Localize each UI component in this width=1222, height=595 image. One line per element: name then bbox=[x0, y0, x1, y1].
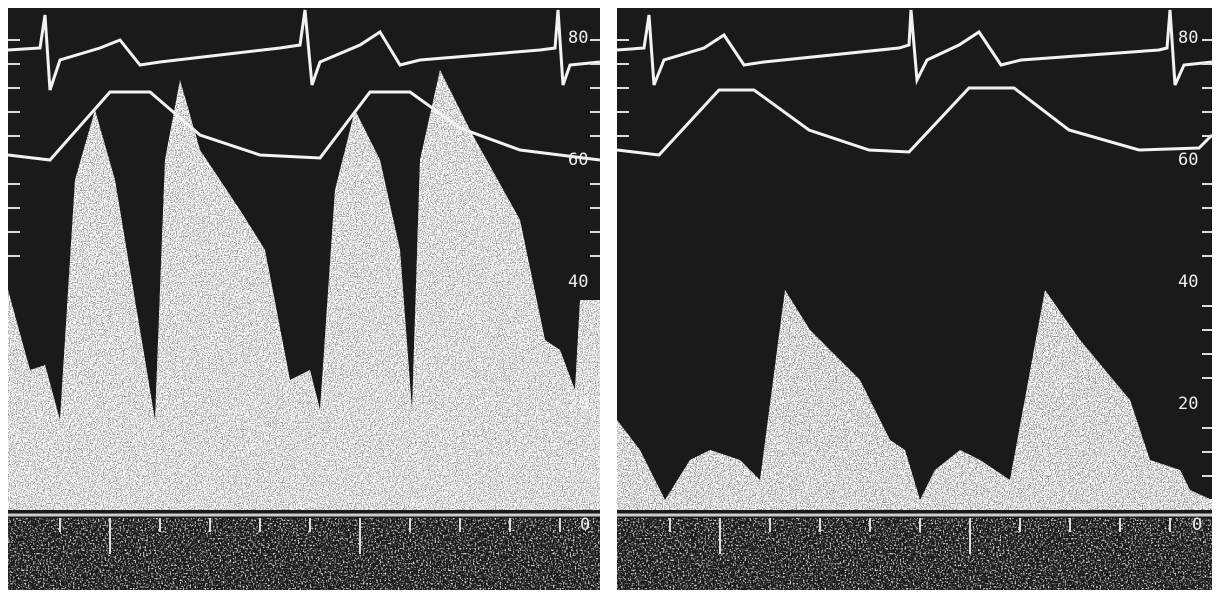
scale-label: 0 bbox=[1192, 515, 1202, 535]
scale-label: 40 bbox=[1178, 272, 1198, 292]
ecg-trace bbox=[7, 9, 601, 91]
scale-label: 0 bbox=[580, 515, 590, 535]
scale-label: 40 bbox=[568, 272, 588, 292]
scale-label: 60 bbox=[1178, 150, 1198, 170]
scale-ticks bbox=[8, 39, 600, 554]
spectral-speckle bbox=[8, 70, 600, 510]
traces bbox=[616, 9, 1214, 157]
scale-label: 20 bbox=[1178, 394, 1198, 414]
scale-ticks bbox=[617, 39, 1212, 554]
ecg-trace bbox=[616, 9, 1213, 86]
baseline-band bbox=[8, 518, 600, 590]
panel: 80 60 40 20 0 bbox=[616, 8, 1214, 590]
pressure-trace bbox=[7, 90, 601, 162]
pressure-trace bbox=[616, 86, 1214, 157]
scale-label: 80 bbox=[1178, 28, 1198, 48]
scale-label: 60 bbox=[568, 150, 588, 170]
spectral-speckle bbox=[617, 290, 1212, 510]
scale-label: 80 bbox=[568, 28, 588, 48]
scale-label: 20 bbox=[568, 394, 588, 414]
baseline-band bbox=[617, 518, 1212, 590]
panel: 80 60 40 20 0 bbox=[7, 8, 601, 590]
